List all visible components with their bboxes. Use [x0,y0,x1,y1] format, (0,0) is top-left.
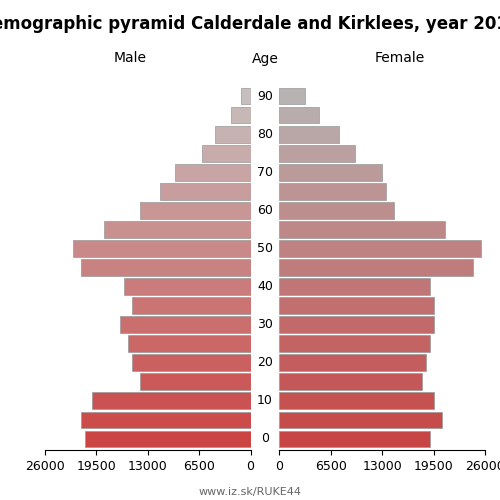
Text: demographic pyramid Calderdale and Kirklees, year 2019: demographic pyramid Calderdale and Kirkl… [0,15,500,33]
Text: Female: Female [375,52,425,66]
Bar [280,412,442,428]
Bar [176,164,250,180]
Bar [280,222,446,238]
Bar [160,184,250,200]
Bar [140,202,250,218]
Text: 0: 0 [261,432,269,445]
Bar [280,260,473,276]
Text: 20: 20 [257,356,273,369]
Bar [104,222,251,238]
Text: 50: 50 [257,242,273,255]
Bar [80,412,250,428]
Text: 30: 30 [257,318,273,331]
Bar [280,354,426,370]
Text: 10: 10 [257,394,273,407]
Bar [280,88,304,104]
Bar [92,392,250,408]
Bar [231,108,250,124]
Bar [280,278,430,294]
Bar [280,202,394,218]
Text: 80: 80 [257,128,273,141]
Bar [280,108,319,124]
Bar [280,430,430,446]
Bar [215,126,250,142]
Bar [280,184,386,200]
Bar [202,146,250,162]
Bar [72,240,250,256]
Bar [241,88,250,104]
Bar [132,298,250,314]
Text: 60: 60 [257,204,273,217]
Bar [280,240,481,256]
Bar [280,164,382,180]
Bar [280,316,434,332]
Text: 40: 40 [257,280,273,293]
Bar [140,374,250,390]
Bar [132,354,250,370]
Bar [280,336,430,351]
Text: www.iz.sk/RUKE44: www.iz.sk/RUKE44 [198,488,302,498]
Bar [120,316,250,332]
Text: Age: Age [252,52,278,66]
Bar [84,430,250,446]
Bar [280,126,338,142]
Text: Male: Male [114,52,146,66]
Text: 70: 70 [257,166,273,179]
Bar [280,298,434,314]
Bar [124,278,250,294]
Bar [280,392,434,408]
Text: 90: 90 [257,90,273,103]
Bar [280,146,354,162]
Bar [280,374,422,390]
Bar [128,336,250,351]
Bar [80,260,250,276]
